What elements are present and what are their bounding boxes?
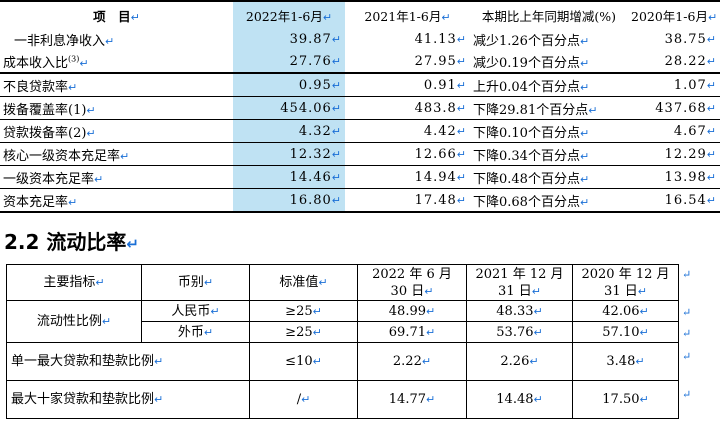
- value-change: 下降0.10个百分点↵: [470, 119, 628, 143]
- table-row: 一非利息净收入↵ 39.87↵ 41.13↵ 减少1.26个百分点↵ 38.75…: [0, 28, 720, 50]
- row-label: 资本充足率↵: [0, 188, 233, 213]
- header-main-indicator: 主要指标↵: [6, 264, 142, 301]
- liquidity-label: 流动性比例↵: [6, 300, 142, 343]
- value-2022: 16.80↵: [233, 188, 345, 213]
- value-2022: 48.99↵: [357, 300, 467, 322]
- row-label: 一级资本充足率↵: [0, 165, 233, 189]
- value-2022: 69.71↵: [357, 321, 467, 343]
- value-change: 下降0.34个百分点↵: [470, 142, 628, 166]
- value-2020: 28.22↵: [664, 53, 717, 69]
- value-2021: 41.13↵: [414, 31, 467, 47]
- table-row: 资本充足率↵ 16.80↵ 17.48↵ 下降0.68个百分点↵ 16.54↵: [0, 188, 720, 213]
- table-row: 一级资本充足率↵ 14.46↵ 14.94↵ 下降0.48个百分点↵ 13.98…: [0, 165, 720, 189]
- table-row: 不良贷款率↵ 0.95↵ 0.91↵ 上升0.04个百分点↵ 1.07↵: [0, 72, 720, 97]
- value-2020: 42.06↵: [572, 300, 679, 322]
- value-2022: 2.22↵: [357, 342, 467, 381]
- value-change: 下降29.81个百分点↵: [470, 96, 628, 120]
- value-2021: 53.76↵: [466, 321, 573, 343]
- table-row: 拨备覆盖率(1)↵ 454.06↵ 483.8↵ 下降29.81个百分点↵ 43…: [0, 96, 720, 120]
- single-largest-label: 单一最大贷款和垫款比例↵: [6, 342, 250, 381]
- currency-rmb: 人民币↵: [141, 300, 250, 322]
- value-2020: 38.75↵: [664, 31, 717, 47]
- header-change: 本期比上年同期增减(%): [470, 0, 628, 28]
- value-2021: 4.42↵: [345, 119, 470, 143]
- value-change: 下降0.68个百分点↵: [470, 188, 628, 213]
- value-2020: 4.67↵: [628, 119, 720, 143]
- row-label: 不良贷款率↵: [0, 72, 233, 97]
- row-end-mark: ↵: [682, 268, 692, 281]
- standard-value: ≥25↵: [249, 321, 358, 343]
- value-2022: 454.06↵: [233, 96, 345, 120]
- header-item: 项 目↵: [0, 0, 233, 28]
- row-label: 成本收入比(3)↵: [3, 54, 89, 71]
- header-currency: 币别↵: [141, 264, 250, 301]
- value-2022: 14.46↵: [233, 165, 345, 189]
- value-2022: 27.76↵: [233, 50, 345, 73]
- table-header-row: 项 目↵ 2022年1-6月↵ 2021年1-6月↵ 本期比上年同期增减(%) …: [0, 0, 720, 28]
- value-2021: 14.48↵: [466, 380, 573, 419]
- row-label: 拨备覆盖率(1)↵: [0, 96, 233, 120]
- value-2022: 12.32↵: [233, 142, 345, 166]
- header-2020: 2020年1-6月↵: [628, 0, 720, 28]
- row-label: 核心一级资本充足率↵: [0, 142, 233, 166]
- value-2020: 12.29↵: [628, 142, 720, 166]
- value-change: 减少0.19个百分点↵: [473, 55, 590, 71]
- table-row: 外币↵ ≥25↵ 69.71↵ 53.76↵ 57.10↵: [7, 321, 679, 343]
- value-2020: 3.48↵: [572, 342, 679, 381]
- row-end-mark: ↵: [682, 306, 692, 319]
- header-standard: 标准值↵: [249, 264, 358, 301]
- header-2021: 2021 年 12 月 31 日↵: [466, 264, 573, 301]
- value-2020: 437.68↵: [628, 96, 720, 120]
- value-2021: 12.66↵: [345, 142, 470, 166]
- section-heading: 2.2 流动比率↵: [4, 230, 139, 254]
- row-end-mark: ↵: [682, 388, 692, 401]
- value-2020: 1.07↵: [628, 72, 720, 97]
- value-2022: 4.32↵: [233, 119, 345, 143]
- value-2021: 14.94↵: [345, 165, 470, 189]
- table-row: 流动性比例↵ 人民币↵ ≥25↵ 48.99↵ 48.33↵ 42.06↵: [6, 300, 679, 343]
- header-2022: 2022 年 6 月 30 日↵: [357, 264, 467, 301]
- value-2022: 14.77↵: [357, 380, 467, 419]
- table-row: 核心一级资本充足率↵ 12.32↵ 12.66↵ 下降0.34个百分点↵ 12.…: [0, 142, 720, 166]
- top-ten-label: 最大十家贷款和垫款比例↵: [6, 380, 250, 419]
- standard-value: ≥25↵: [249, 300, 358, 322]
- value-2020: 17.50↵: [572, 380, 679, 419]
- value-change: 下降0.48个百分点↵: [470, 165, 628, 189]
- row-end-mark: ↵: [682, 327, 692, 340]
- value-change: 上升0.04个百分点↵: [470, 72, 628, 97]
- value-2020: 57.10↵: [572, 321, 679, 343]
- table-row: 成本收入比(3)↵ 27.76↵ 27.95↵ 减少0.19个百分点↵ 28.2…: [0, 50, 720, 73]
- liquidity-ratio-table: 主要指标↵ 币别↵ 标准值↵ 2022 年 6 月 30 日↵ 2021 年 1…: [6, 264, 679, 419]
- value-2020: 13.98↵: [628, 165, 720, 189]
- header-2020: 2020 年 12 月 31 日↵: [572, 264, 679, 301]
- value-2021: 0.91↵: [345, 72, 470, 97]
- financial-indicators-table: 项 目↵ 2022年1-6月↵ 2021年1-6月↵ 本期比上年同期增减(%) …: [0, 0, 720, 213]
- value-2022: 39.87↵: [233, 28, 345, 50]
- value-2022: 0.95↵: [233, 72, 345, 97]
- table-row: 贷款拨备率(2)↵ 4.32↵ 4.42↵ 下降0.10个百分点↵ 4.67↵: [0, 119, 720, 143]
- table-row: 最大十家贷款和垫款比例↵ /↵ 14.77↵ 14.48↵ 17.50↵: [6, 380, 679, 419]
- header-2022: 2022年1-6月↵: [233, 0, 345, 28]
- header-2021: 2021年1-6月↵: [345, 0, 470, 28]
- value-2021: 483.8↵: [345, 96, 470, 120]
- row-label: 贷款拨备率(2)↵: [0, 119, 233, 143]
- value-2021: 2.26↵: [466, 342, 573, 381]
- standard-value: ≤10↵: [249, 342, 358, 381]
- standard-value: /↵: [249, 380, 358, 419]
- row-label: 一非利息净收入↵: [14, 33, 115, 49]
- value-2020: 16.54↵: [628, 188, 720, 213]
- value-2021: 48.33↵: [466, 300, 573, 322]
- row-end-mark: ↵: [682, 350, 692, 363]
- value-change: 减少1.26个百分点↵: [473, 33, 590, 49]
- table-row: 单一最大贷款和垫款比例↵ ≤10↵ 2.22↵ 2.26↵ 3.48↵: [6, 342, 679, 381]
- table-header-row: 主要指标↵ 币别↵ 标准值↵ 2022 年 6 月 30 日↵ 2021 年 1…: [6, 264, 679, 301]
- currency-fx: 外币↵: [141, 321, 250, 343]
- value-2021: 17.48↵: [345, 188, 470, 213]
- value-2021: 27.95↵: [414, 53, 467, 69]
